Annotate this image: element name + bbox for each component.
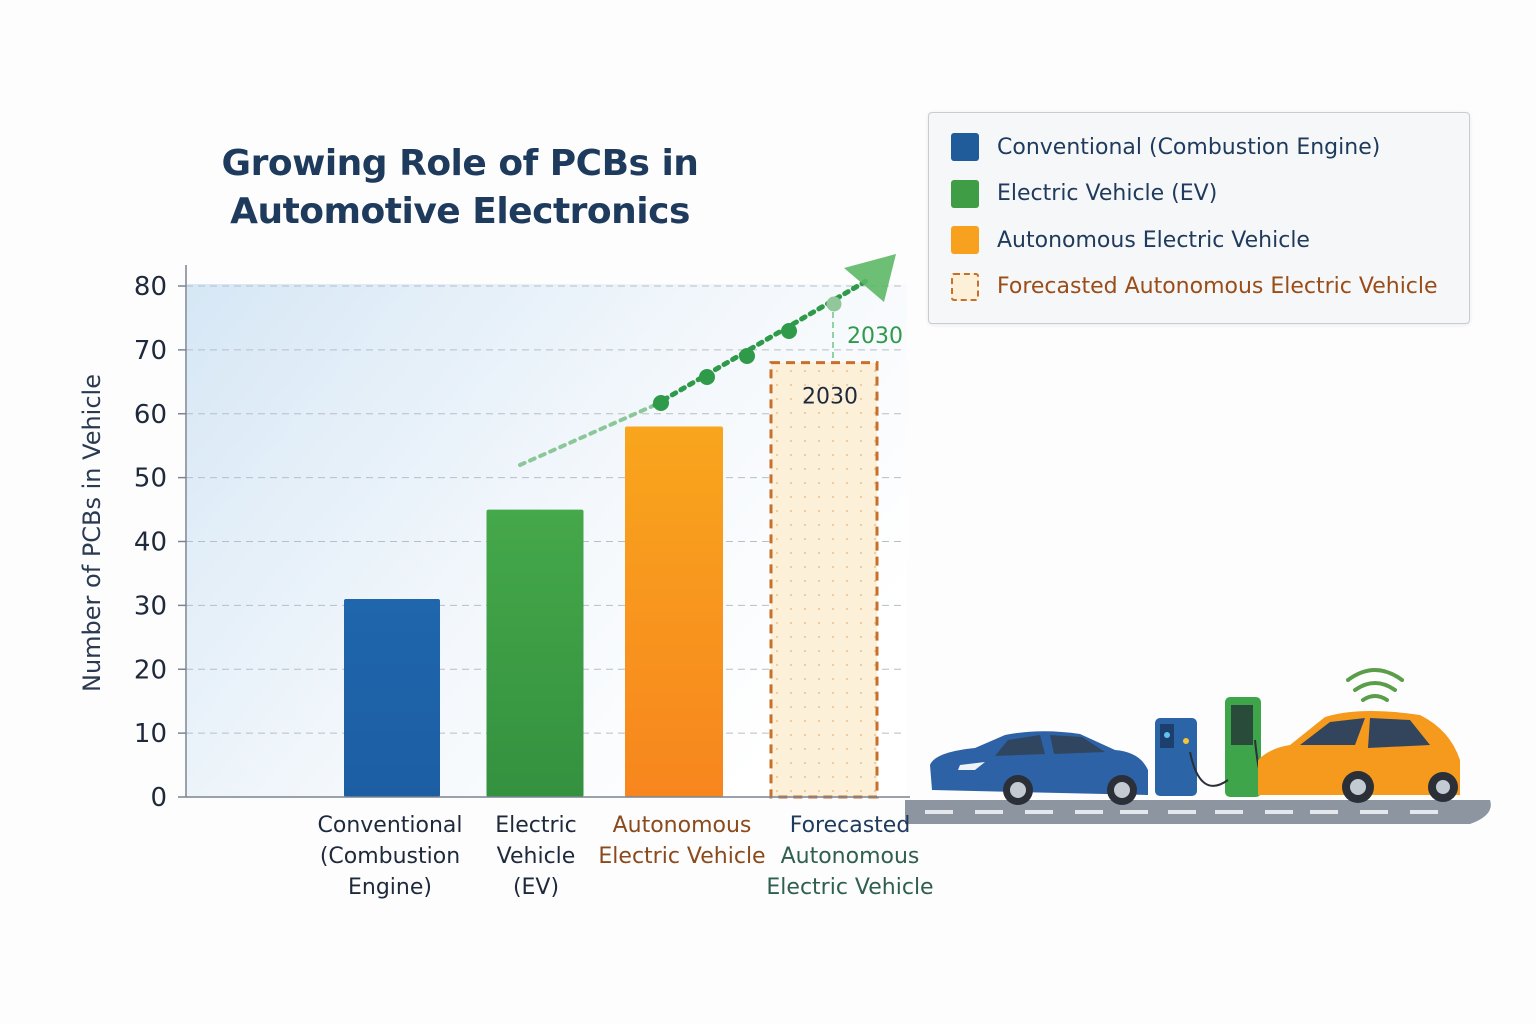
chart-title: Growing Role of PCBs in Automotive Elect… — [200, 140, 720, 236]
y-tick-label: 10 — [134, 719, 167, 749]
title-line-1: Growing Role of PCBs in — [221, 143, 699, 184]
x-tick-label-line: Conventional — [317, 813, 463, 838]
road — [905, 800, 1491, 824]
x-tick-label-line: Autonomous — [780, 844, 920, 869]
legend-item: Autonomous Electric Vehicle — [951, 224, 1310, 256]
trend-point — [699, 369, 715, 385]
y-tick-label: 30 — [134, 591, 167, 621]
legend-swatch — [951, 272, 979, 301]
trend-point-forecast — [826, 296, 842, 312]
x-tick-label: Conventional (Combustion Engine) — [318, 810, 463, 903]
trend-point — [781, 323, 797, 339]
y-tick-label: 40 — [134, 528, 167, 558]
x-tick-label-line: (EV) — [512, 875, 560, 900]
bar-autonomous — [625, 426, 723, 797]
x-tick-label: Autonomous Electric Vehicle — [598, 810, 765, 872]
legend-item: Conventional (Combustion Engine) — [951, 131, 1380, 163]
blue-sedan-icon — [930, 731, 1148, 805]
x-tick-label: Electric Vehicle (EV) — [495, 810, 577, 903]
bar-forecasted-autonomous — [769, 361, 879, 799]
orange-autonomous-car-icon — [1258, 668, 1460, 803]
y-tick-label: 60 — [134, 400, 167, 430]
bar-ev — [486, 509, 584, 797]
legend-label: Autonomous Electric Vehicle — [997, 227, 1310, 253]
x-tick-label: Forecasted Autonomous Electric Vehicle — [766, 810, 933, 903]
x-tick-label-line: Electric Vehicle — [766, 875, 934, 900]
x-tick-label-line: Engine) — [348, 875, 432, 900]
title-line-2: Automotive Electronics — [230, 191, 690, 232]
charging-station-icon — [1155, 697, 1266, 797]
x-tick-label-line: Electric — [495, 813, 577, 838]
road-markings — [925, 810, 1438, 814]
legend-label: Conventional (Combustion Engine) — [997, 134, 1381, 160]
legend-item: Electric Vehicle (EV) — [951, 178, 1217, 210]
vehicles-illustration — [905, 668, 1491, 824]
x-tick-label-line: Vehicle — [496, 844, 576, 869]
forecast-bar-label: 2030 — [802, 385, 858, 410]
trend-point — [653, 395, 669, 411]
legend-swatch — [951, 226, 979, 254]
legend-item: Forecasted Autonomous Electric Vehicle — [951, 271, 1438, 303]
trend-line-faded — [518, 403, 657, 467]
y-tick-label: 80 — [134, 272, 167, 302]
trend-point — [739, 348, 755, 364]
legend-label: Forecasted Autonomous Electric Vehicle — [997, 274, 1438, 299]
y-tick-label: 0 — [150, 783, 167, 813]
trend-arrowhead-icon — [844, 254, 896, 302]
y-tick-label: 50 — [134, 464, 167, 494]
x-tick-label-line: Autonomous — [612, 813, 752, 838]
x-tick-label-line: Electric Vehicle — [598, 844, 766, 869]
x-tick-label-line: (Combustion — [319, 844, 461, 869]
x-tick-label-line: Forecasted — [789, 813, 911, 838]
legend-swatch — [951, 179, 979, 208]
legend-label: Electric Vehicle (EV) — [997, 181, 1218, 206]
trend-arrow: 2030 — [518, 254, 903, 467]
legend: Conventional (Combustion Engine) Electric… — [928, 112, 1470, 324]
trend-year-label: 2030 — [847, 324, 903, 349]
bar-conventional — [344, 598, 440, 797]
legend-swatch — [951, 133, 979, 161]
y-tick-label: 70 — [134, 336, 167, 366]
y-tick-label: 20 — [134, 655, 167, 685]
